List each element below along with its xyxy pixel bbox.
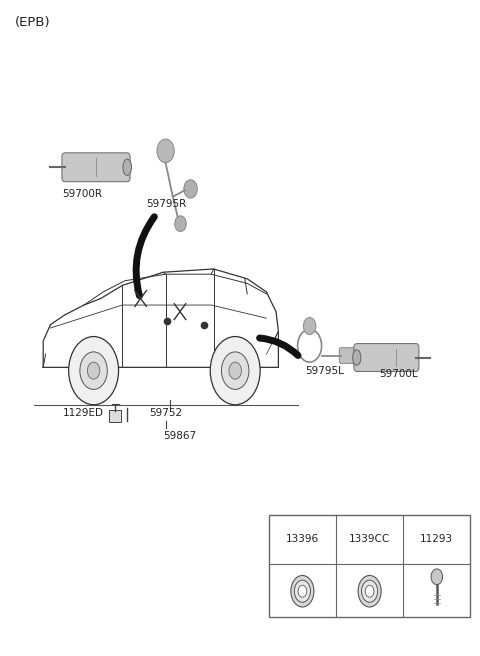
Circle shape xyxy=(358,575,381,607)
Circle shape xyxy=(80,352,108,390)
FancyArrowPatch shape xyxy=(136,216,155,296)
Circle shape xyxy=(184,180,197,198)
Text: 59700L: 59700L xyxy=(379,369,418,379)
Text: 59795R: 59795R xyxy=(146,199,187,209)
Circle shape xyxy=(87,362,100,379)
Text: 59700R: 59700R xyxy=(62,189,102,199)
Circle shape xyxy=(361,580,378,602)
Circle shape xyxy=(175,216,186,232)
Text: 59752: 59752 xyxy=(149,408,182,419)
Circle shape xyxy=(294,580,311,602)
Circle shape xyxy=(210,337,260,405)
Text: 59795L: 59795L xyxy=(305,366,344,376)
Text: 1339CC: 1339CC xyxy=(349,535,390,544)
Circle shape xyxy=(157,139,174,163)
Text: 59867: 59867 xyxy=(163,431,196,441)
FancyBboxPatch shape xyxy=(339,348,356,363)
FancyBboxPatch shape xyxy=(269,515,470,617)
Text: 1129ED: 1129ED xyxy=(62,408,103,419)
Circle shape xyxy=(291,575,314,607)
Text: 13396: 13396 xyxy=(286,535,319,544)
FancyBboxPatch shape xyxy=(109,410,121,422)
Circle shape xyxy=(303,318,316,335)
FancyBboxPatch shape xyxy=(62,153,130,182)
Ellipse shape xyxy=(353,350,361,365)
Ellipse shape xyxy=(123,159,132,175)
Circle shape xyxy=(229,362,241,379)
FancyArrowPatch shape xyxy=(260,338,298,356)
Circle shape xyxy=(221,352,249,390)
Circle shape xyxy=(365,585,374,597)
Text: 11293: 11293 xyxy=(420,535,454,544)
FancyBboxPatch shape xyxy=(354,344,419,371)
Circle shape xyxy=(431,569,443,584)
Text: (EPB): (EPB) xyxy=(14,16,50,30)
Circle shape xyxy=(298,585,307,597)
Circle shape xyxy=(69,337,119,405)
